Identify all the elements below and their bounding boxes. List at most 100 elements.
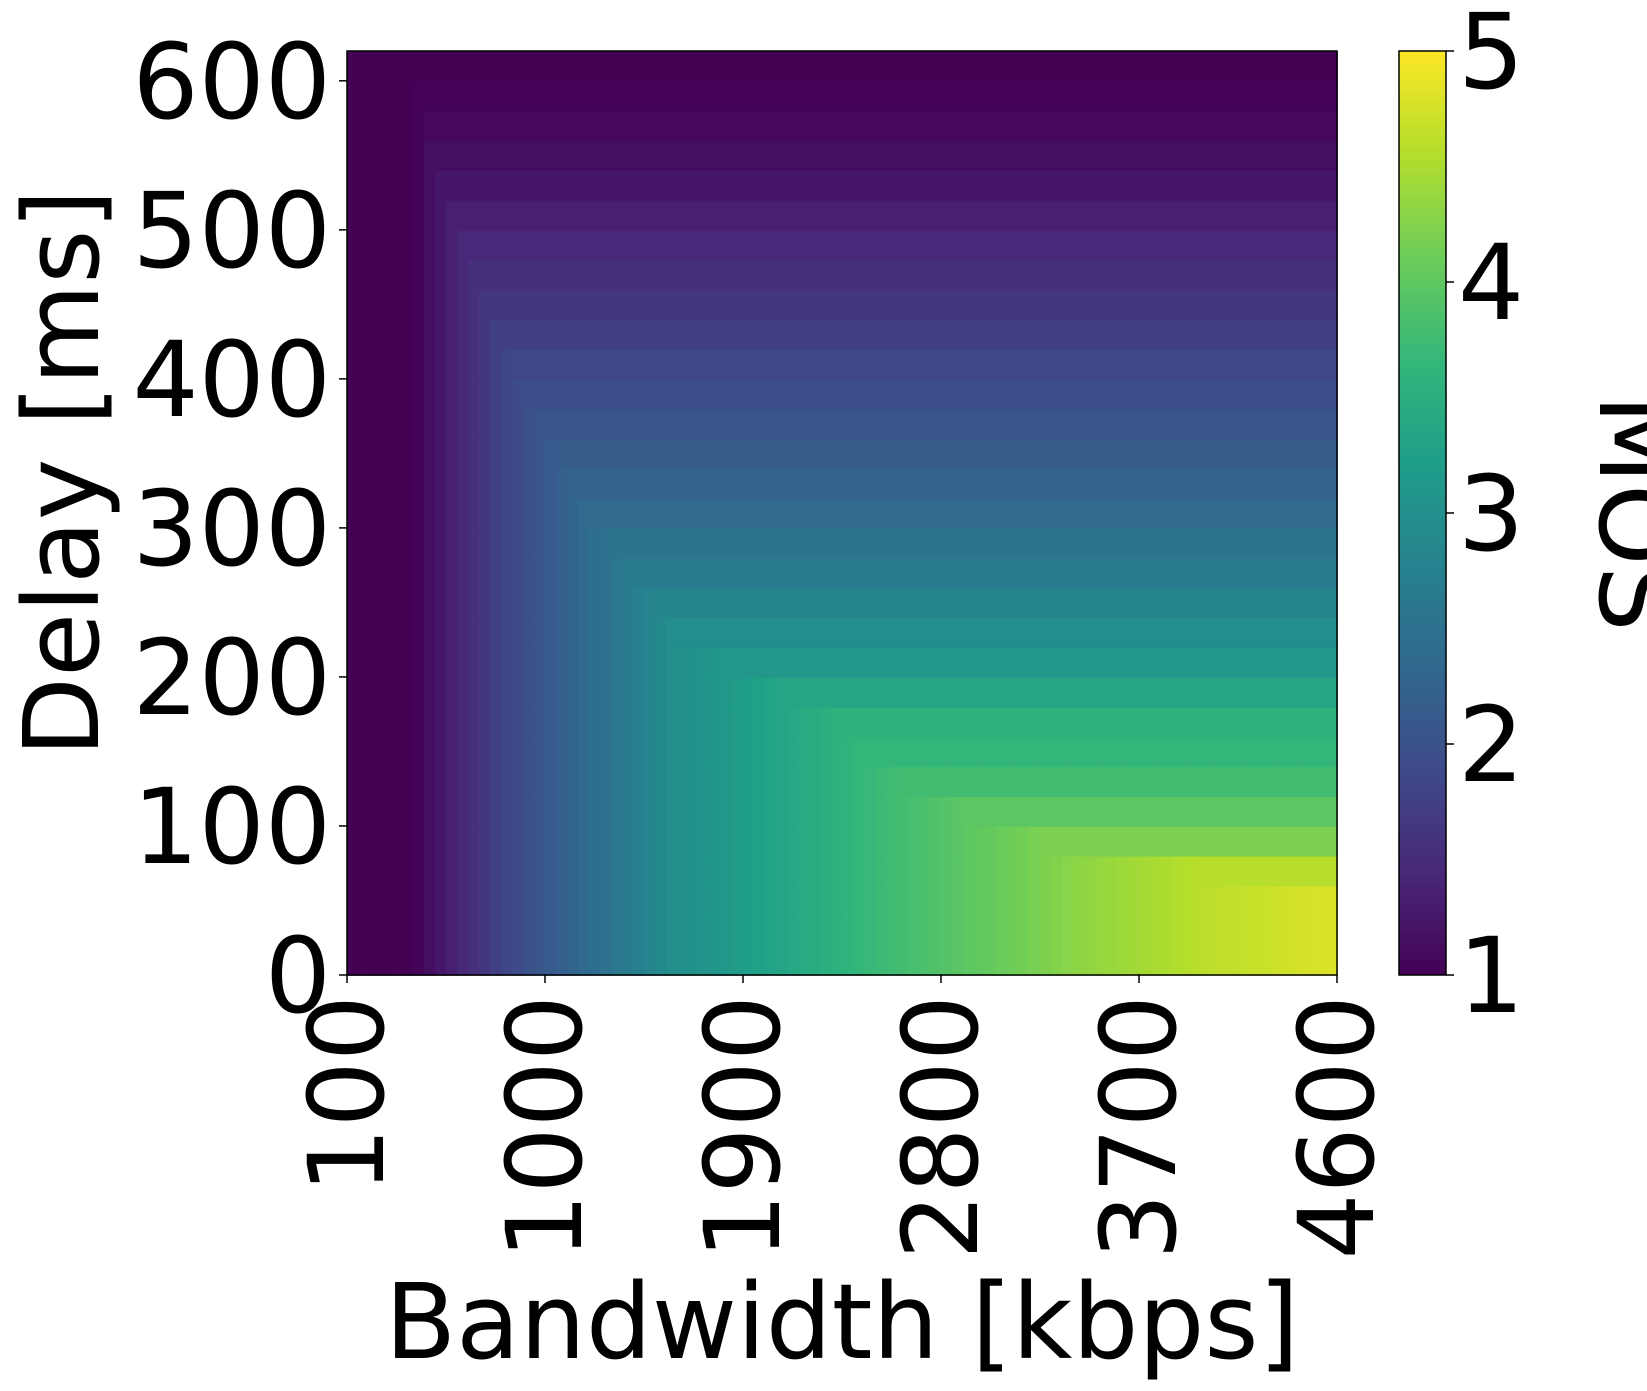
heatmap-cell bbox=[589, 140, 601, 172]
heatmap-cell bbox=[468, 796, 480, 827]
heatmap-cell bbox=[589, 796, 601, 827]
heatmap-cell bbox=[864, 259, 876, 291]
heatmap-cell bbox=[1018, 647, 1030, 678]
heatmap-cell bbox=[732, 825, 744, 857]
heatmap-cell bbox=[820, 319, 832, 350]
heatmap-cell bbox=[1238, 766, 1250, 797]
heatmap-cell bbox=[545, 557, 557, 589]
heatmap-cell bbox=[611, 736, 623, 768]
heatmap-cell bbox=[479, 647, 491, 678]
heatmap-cell bbox=[589, 349, 601, 380]
heatmap-cell bbox=[358, 468, 370, 499]
heatmap-cell bbox=[1326, 438, 1338, 470]
heatmap-cell bbox=[1007, 647, 1019, 678]
heatmap-cell bbox=[1095, 200, 1107, 231]
heatmap-cell bbox=[941, 676, 953, 708]
heatmap-cell bbox=[358, 796, 370, 827]
heatmap-cell bbox=[1095, 110, 1107, 142]
heatmap-cell bbox=[468, 378, 480, 410]
heatmap-cell bbox=[347, 647, 359, 678]
heatmap-cell bbox=[1095, 587, 1107, 619]
heatmap-cell bbox=[1073, 349, 1085, 380]
heatmap-cell bbox=[1106, 796, 1118, 827]
heatmap-cell bbox=[765, 289, 777, 321]
heatmap-cell bbox=[798, 408, 810, 440]
heatmap-cell bbox=[1271, 378, 1283, 410]
heatmap-cell bbox=[589, 170, 601, 201]
heatmap-cell bbox=[1029, 289, 1041, 321]
heatmap-cell bbox=[1117, 438, 1129, 470]
heatmap-cell bbox=[963, 468, 975, 499]
heatmap-cell bbox=[1029, 140, 1041, 172]
heatmap-cell bbox=[468, 51, 480, 82]
heatmap-cell bbox=[831, 587, 843, 619]
heatmap-cell bbox=[1161, 825, 1173, 857]
heatmap-cell bbox=[776, 676, 788, 708]
heatmap-cell bbox=[1315, 51, 1327, 82]
heatmap-cell bbox=[1260, 647, 1272, 678]
heatmap-cell bbox=[754, 855, 766, 887]
heatmap-cell bbox=[622, 647, 634, 678]
heatmap-cell bbox=[523, 140, 535, 172]
heatmap-cell bbox=[930, 557, 942, 589]
heatmap-cell bbox=[1304, 438, 1316, 470]
heatmap-cell bbox=[875, 617, 887, 648]
heatmap-cell bbox=[435, 736, 447, 768]
heatmap-cell bbox=[556, 289, 568, 321]
heatmap-cell bbox=[424, 647, 436, 678]
heatmap-cell bbox=[886, 855, 898, 887]
heatmap-cell bbox=[941, 825, 953, 857]
heatmap-cell bbox=[842, 51, 854, 82]
heatmap-cell bbox=[1117, 498, 1129, 529]
heatmap-cell bbox=[622, 408, 634, 440]
heatmap-cell bbox=[1227, 736, 1239, 768]
heatmap-cell bbox=[963, 51, 975, 82]
heatmap-cell bbox=[952, 855, 964, 887]
heatmap-cell bbox=[952, 319, 964, 350]
heatmap-cell bbox=[1304, 587, 1316, 619]
heatmap-cell bbox=[1304, 319, 1316, 350]
heatmap-cell bbox=[1062, 378, 1074, 410]
heatmap-cell bbox=[1018, 200, 1030, 231]
heatmap-cell bbox=[369, 289, 381, 321]
heatmap-cell bbox=[1073, 617, 1085, 648]
heatmap-cell bbox=[413, 945, 425, 976]
heatmap-cell bbox=[358, 200, 370, 231]
heatmap-cell bbox=[567, 736, 579, 768]
heatmap-cell bbox=[413, 647, 425, 678]
heatmap-cell bbox=[1029, 378, 1041, 410]
heatmap-cell bbox=[424, 408, 436, 440]
heatmap-cell bbox=[457, 378, 469, 410]
heatmap-cell bbox=[380, 766, 392, 797]
heatmap-cell bbox=[457, 796, 469, 827]
heatmap-cell bbox=[1018, 438, 1030, 470]
heatmap-cell bbox=[1040, 319, 1052, 350]
heatmap-cell bbox=[1084, 617, 1096, 648]
heatmap-cell bbox=[1183, 170, 1195, 201]
heatmap-cell bbox=[930, 527, 942, 559]
heatmap-cell bbox=[457, 200, 469, 231]
heatmap-cell bbox=[1260, 349, 1272, 380]
heatmap-cell bbox=[864, 706, 876, 738]
heatmap-cell bbox=[534, 676, 546, 708]
heatmap-cell bbox=[963, 766, 975, 797]
heatmap-cell bbox=[1128, 80, 1140, 112]
heatmap-cell bbox=[699, 200, 711, 231]
heatmap-cell bbox=[556, 408, 568, 440]
heatmap-cell bbox=[600, 80, 612, 112]
heatmap-cell bbox=[1084, 229, 1096, 261]
heatmap-cell bbox=[490, 378, 502, 410]
heatmap-cell bbox=[655, 289, 667, 321]
heatmap-cell bbox=[963, 229, 975, 261]
heatmap-cell bbox=[930, 289, 942, 321]
heatmap-cell bbox=[820, 945, 832, 976]
heatmap-cell bbox=[1326, 498, 1338, 529]
heatmap-cell bbox=[369, 945, 381, 976]
heatmap-cell bbox=[567, 140, 579, 172]
heatmap-cell bbox=[974, 587, 986, 619]
heatmap-cell bbox=[743, 617, 755, 648]
heatmap-cell bbox=[1073, 259, 1085, 291]
heatmap-cell bbox=[787, 229, 799, 261]
heatmap-cell bbox=[457, 170, 469, 201]
heatmap-cell bbox=[1326, 51, 1338, 82]
